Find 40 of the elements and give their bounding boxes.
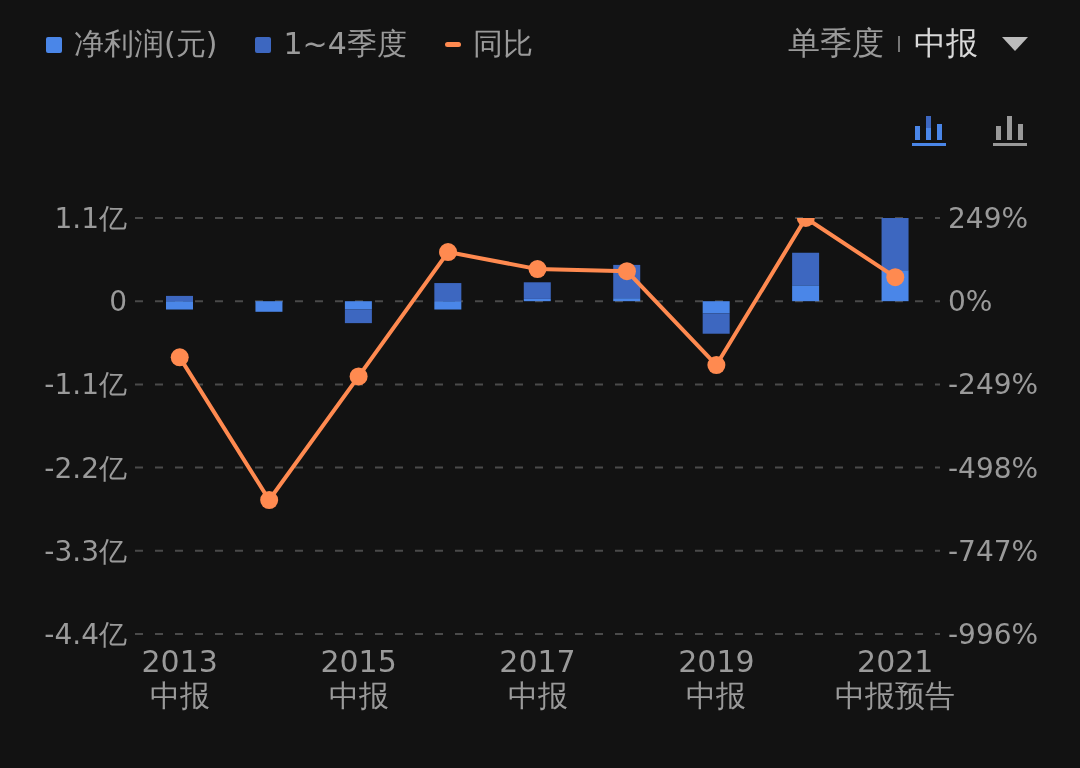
bar: [344, 301, 372, 310]
bar: [434, 301, 462, 310]
x-tick-label: 2015 中报: [320, 644, 397, 713]
bar: [166, 301, 193, 310]
bar: [792, 285, 820, 302]
bar: [613, 298, 641, 302]
y-tick-label: -4.4亿: [44, 617, 127, 651]
bar: [344, 309, 372, 324]
legend-label: 1~4季度: [283, 25, 407, 63]
y2-tick-label: 0%: [948, 285, 993, 319]
point: [260, 491, 279, 510]
bar: [702, 301, 730, 314]
bar: [702, 313, 730, 334]
point: [528, 260, 547, 279]
text: 单季度: [788, 23, 884, 64]
y2-tick-label: -747%: [948, 534, 1039, 568]
y-tick-label: -3.3亿: [44, 534, 127, 568]
x-tick-label: 2017 中报: [499, 644, 576, 713]
bar: [434, 283, 462, 302]
point: [349, 367, 368, 386]
legend-label: 净利润(元): [74, 25, 218, 63]
y-tick-label: 0: [109, 285, 127, 319]
y-tick-label: -2.2亿: [44, 451, 127, 485]
x-tick-label: 2019 中报: [678, 644, 755, 713]
legend-label: 同比: [472, 25, 533, 63]
y2-tick-label: -498%: [948, 451, 1039, 485]
point: [707, 356, 726, 375]
y2-tick-label: 249%: [948, 201, 1029, 235]
y-tick-label: 1.1亿: [54, 201, 127, 235]
point: [170, 348, 189, 367]
y-tick-label: -1.1亿: [44, 368, 127, 402]
bar: [255, 301, 283, 312]
x-tick-label: 2013 中报: [141, 644, 218, 713]
bar: [792, 252, 820, 286]
bar: [166, 295, 193, 302]
point: [439, 243, 458, 262]
bar: [881, 218, 909, 271]
y2-tick-label: -249%: [948, 368, 1039, 402]
bar: [523, 282, 551, 299]
text: 中报: [914, 23, 978, 64]
